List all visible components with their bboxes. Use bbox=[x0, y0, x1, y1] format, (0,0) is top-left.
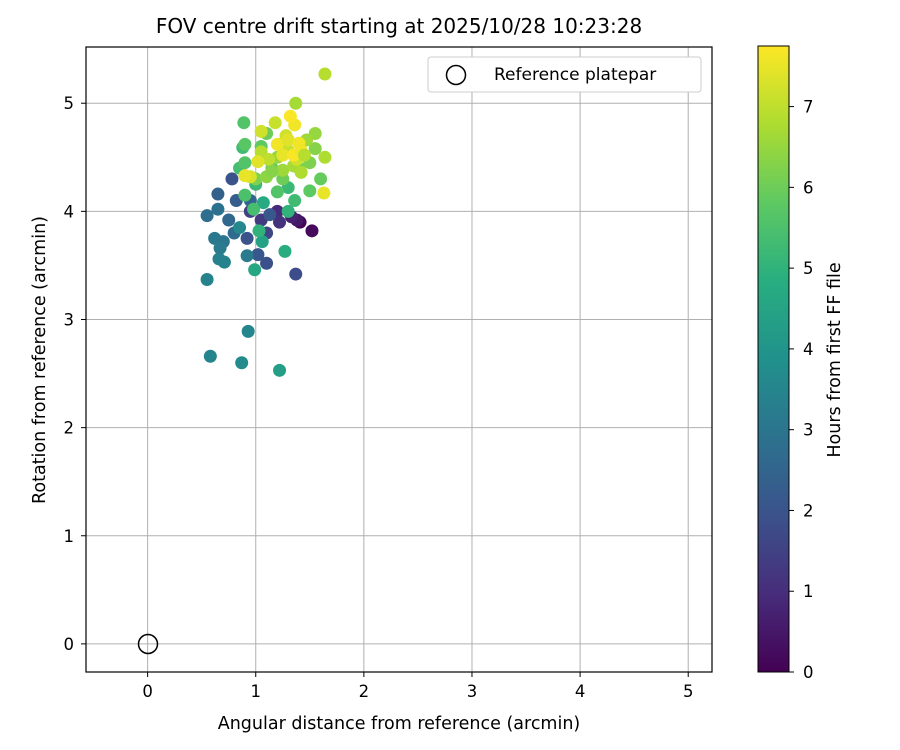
y-tick-label: 0 bbox=[64, 635, 75, 654]
data-point bbox=[248, 263, 262, 277]
colorbar-tick-label: 4 bbox=[803, 340, 814, 359]
plot-frame bbox=[85, 46, 713, 673]
data-point bbox=[265, 164, 279, 178]
data-point bbox=[281, 204, 295, 218]
colorbar: 0 1 2 3 4 5 6 7 Hours from first FF file bbox=[757, 45, 845, 682]
data-point bbox=[256, 196, 270, 210]
data-point bbox=[260, 256, 274, 270]
data-point bbox=[283, 109, 297, 123]
data-point bbox=[225, 172, 239, 186]
colorbar-tick-label: 7 bbox=[803, 98, 814, 117]
data-point bbox=[238, 169, 252, 183]
data-point bbox=[240, 231, 254, 245]
y-tick-label: 2 bbox=[64, 419, 75, 438]
data-point bbox=[276, 163, 290, 177]
legend-box bbox=[427, 56, 702, 93]
data-point bbox=[255, 235, 269, 249]
data-point bbox=[314, 172, 328, 186]
colorbar-tick-label: 0 bbox=[803, 663, 814, 682]
data-point bbox=[270, 185, 284, 199]
data-points bbox=[200, 67, 332, 377]
chart-title: FOV centre drift starting at 2025/10/28 … bbox=[156, 14, 642, 38]
colorbar-tick-label: 1 bbox=[803, 582, 814, 601]
colorbar-label: Hours from first FF file bbox=[825, 262, 845, 457]
data-point bbox=[289, 96, 303, 110]
colorbar-tick-label: 6 bbox=[803, 178, 814, 197]
y-axis-label: Rotation from reference (arcmin) bbox=[30, 216, 50, 504]
data-point bbox=[273, 215, 287, 229]
data-point bbox=[211, 202, 225, 216]
reference-point-marker bbox=[137, 633, 159, 655]
data-point bbox=[233, 221, 247, 235]
data-point bbox=[252, 224, 266, 238]
data-point bbox=[200, 209, 214, 223]
data-point bbox=[278, 244, 292, 258]
data-point bbox=[237, 116, 251, 130]
y-axis-ticks: 0 1 2 3 4 5 bbox=[64, 94, 86, 654]
x-tick-label: 0 bbox=[142, 682, 153, 701]
data-point bbox=[297, 148, 311, 162]
data-point bbox=[288, 194, 302, 208]
y-tick-label: 5 bbox=[64, 94, 75, 113]
colorbar-tick-label: 5 bbox=[803, 259, 814, 278]
data-point bbox=[211, 187, 225, 201]
data-point bbox=[203, 349, 217, 363]
data-point bbox=[281, 133, 295, 147]
legend-marker bbox=[445, 64, 467, 86]
data-point bbox=[251, 248, 265, 262]
data-point bbox=[241, 324, 255, 338]
data-point bbox=[303, 184, 317, 198]
data-point bbox=[200, 272, 214, 286]
data-point bbox=[238, 137, 252, 151]
colorbar-ticks: 0 1 2 3 4 5 6 7 bbox=[789, 98, 814, 682]
data-point bbox=[208, 231, 222, 245]
legend: Reference platepar bbox=[427, 56, 702, 93]
data-point bbox=[276, 148, 290, 162]
y-tick-label: 1 bbox=[64, 527, 75, 546]
data-point bbox=[235, 356, 249, 370]
colorbar-tick-label: 2 bbox=[803, 501, 814, 520]
data-point bbox=[222, 213, 236, 227]
y-tick-label: 4 bbox=[64, 202, 75, 221]
data-point bbox=[317, 186, 331, 200]
data-point bbox=[308, 142, 322, 156]
legend-label: Reference platepar bbox=[494, 65, 656, 85]
x-tick-label: 1 bbox=[250, 682, 261, 701]
data-point bbox=[318, 150, 332, 164]
data-point bbox=[238, 188, 252, 202]
data-point bbox=[294, 165, 308, 179]
data-point bbox=[238, 156, 252, 170]
data-point bbox=[247, 202, 261, 216]
colorbar-gradient bbox=[757, 45, 790, 673]
data-point bbox=[318, 67, 332, 81]
x-tick-label: 5 bbox=[683, 682, 694, 701]
x-tick-label: 4 bbox=[575, 682, 586, 701]
data-point bbox=[268, 116, 282, 130]
data-point bbox=[262, 152, 276, 166]
data-point bbox=[292, 136, 306, 150]
data-point bbox=[240, 249, 254, 263]
y-tick-label: 3 bbox=[64, 310, 75, 329]
data-point bbox=[305, 224, 319, 238]
x-tick-label: 3 bbox=[467, 682, 478, 701]
data-point bbox=[289, 267, 303, 281]
data-point bbox=[263, 208, 277, 222]
data-point bbox=[251, 155, 265, 169]
x-tick-label: 2 bbox=[359, 682, 370, 701]
x-axis-label: Angular distance from reference (arcmin) bbox=[218, 714, 581, 734]
x-axis-ticks: 0 1 2 3 4 5 bbox=[142, 672, 693, 701]
grid-lines bbox=[86, 47, 712, 672]
data-point bbox=[213, 241, 227, 255]
data-point bbox=[254, 124, 268, 138]
data-point bbox=[273, 363, 287, 377]
data-point bbox=[270, 137, 284, 151]
data-point bbox=[217, 255, 231, 269]
colorbar-tick-label: 3 bbox=[803, 421, 814, 440]
